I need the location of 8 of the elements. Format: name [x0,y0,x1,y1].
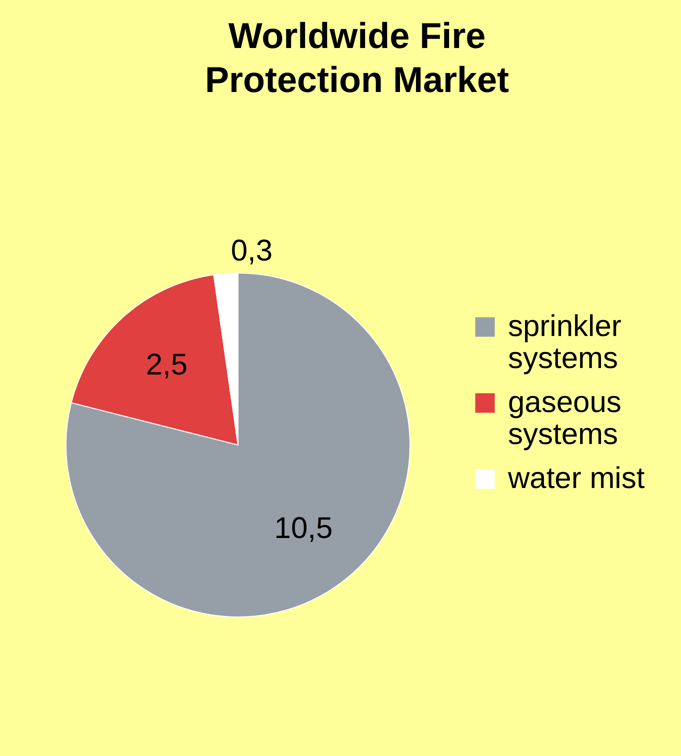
legend-label: water mist [507,462,646,495]
chart-title: Worldwide Fire Protection Market [204,15,510,100]
legend-label: gaseous systems [508,386,622,451]
legend-label: sprinkler systems [508,310,622,375]
data-label: 2,5 [146,348,188,382]
pie-slice [66,272,410,618]
data-label: 10,5 [274,512,333,546]
data-label: 0,3 [230,234,273,268]
